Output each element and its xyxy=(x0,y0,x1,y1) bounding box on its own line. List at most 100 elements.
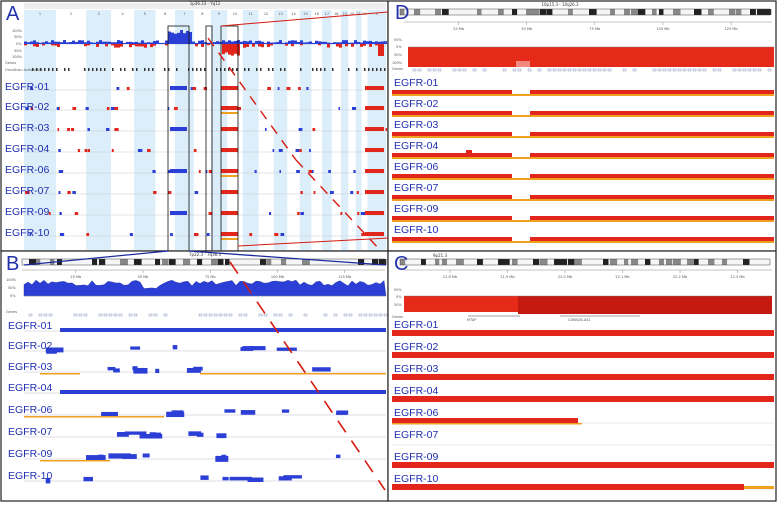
loss-bar xyxy=(369,44,372,47)
centromere-gap xyxy=(512,237,530,241)
gain-segment xyxy=(97,454,104,460)
gain-bar xyxy=(216,41,219,44)
cnv-segment xyxy=(272,149,275,152)
gain-bar xyxy=(348,42,351,44)
loss-bar xyxy=(201,44,204,47)
loss-bar xyxy=(270,44,273,46)
panel-b-ideogram-band xyxy=(99,259,106,265)
panel-d-label-egfr-06: EGFR-06 xyxy=(394,161,439,173)
gain-bar xyxy=(36,42,39,44)
panel-a-scale-50-bottom: 50% xyxy=(14,49,22,53)
loh-segment xyxy=(221,175,238,177)
gene-box xyxy=(712,68,717,72)
gene-mark xyxy=(320,68,322,71)
gene-mark xyxy=(40,68,42,71)
panel-c-label-egfr-07: EGFR-07 xyxy=(394,429,439,441)
cnv-segment xyxy=(30,107,33,110)
panel-a-label-egfr-09: EGFR-09 xyxy=(5,206,50,218)
chr7-gain xyxy=(170,211,187,215)
gene-mark xyxy=(112,68,114,71)
panel-d-ruler-tick-label: 50 Mb xyxy=(521,27,533,31)
chromosome-number-14: 14 xyxy=(291,12,296,16)
chromosome-band-5 xyxy=(134,10,156,250)
panel-c-gene-mtap: MTAP xyxy=(467,318,476,322)
gain-bar xyxy=(183,33,186,44)
panel-a-label-egfr-03: EGFR-03 xyxy=(5,122,50,134)
centromere-gap xyxy=(512,111,530,115)
gain-bar xyxy=(288,40,291,44)
gene-mark xyxy=(376,68,378,71)
cnv-segment xyxy=(205,170,208,173)
loss-bar xyxy=(141,44,144,47)
gain-bar xyxy=(153,41,156,44)
gene-box xyxy=(662,68,667,72)
gene-mark xyxy=(380,68,382,71)
panel-d-ideogram-band xyxy=(547,9,553,15)
cnv-segment xyxy=(360,212,366,215)
gain-segment xyxy=(108,453,131,459)
gain-bar xyxy=(219,41,222,44)
chr10-loss xyxy=(221,127,238,131)
gene-mark xyxy=(284,68,286,71)
chrx-loss xyxy=(365,190,384,194)
gain-bar xyxy=(231,41,234,44)
loh-segment xyxy=(40,460,110,462)
panel-c-ideogram-band xyxy=(568,259,575,265)
panel-d-ideogram-band xyxy=(442,9,449,15)
cnv-segment xyxy=(56,107,59,110)
gain-bar xyxy=(150,42,153,44)
cnv-segment xyxy=(353,170,356,173)
panel-c-label-egfr-02: EGFR-02 xyxy=(394,341,439,353)
sample-loh-track xyxy=(392,220,774,222)
cnv-segment xyxy=(357,212,360,215)
loh-segment xyxy=(40,373,80,375)
panel-b-sample-labels: EGFR-01 EGFR-02 EGFR-03 EGFR-04 EGFR-06 EGFR-… xyxy=(8,320,53,482)
cnv-segment xyxy=(59,233,65,236)
centromere-gap xyxy=(512,195,530,199)
cnv-segment xyxy=(110,107,115,110)
panel-b-scale-50: 50% xyxy=(8,286,16,290)
cnv-segment xyxy=(328,170,331,173)
gain-bar xyxy=(39,42,42,44)
panel-d-ideogram-band xyxy=(540,9,547,15)
loss-bar xyxy=(87,44,90,46)
chr7-gain xyxy=(170,169,187,173)
chromosome-band-15 xyxy=(299,10,312,250)
gain-segment xyxy=(247,477,264,482)
gene-box xyxy=(562,68,567,72)
chr10-loss xyxy=(221,169,238,173)
panel-c-ideogram-band xyxy=(442,259,448,265)
loss-bar xyxy=(243,44,246,48)
cnv-segment xyxy=(297,212,300,215)
loss-bar xyxy=(138,44,141,47)
chromosome-band-1 xyxy=(24,10,56,250)
cnv-segment xyxy=(48,212,51,215)
chr10-loss xyxy=(221,106,238,110)
panel-d-gene-track xyxy=(412,68,772,72)
gene-mark xyxy=(300,68,302,71)
gene-box xyxy=(512,68,517,72)
panel-d-sample-labels: EGFR-01 EGFR-02 EGFR-03 EGFR-04 EGFR-06 EGFR-… xyxy=(394,77,439,236)
cnv-segment xyxy=(280,233,285,236)
gene-box xyxy=(552,68,557,72)
cnv-segment xyxy=(277,87,280,90)
panel-a-label-egfr-06: EGFR-06 xyxy=(5,164,50,176)
loss-bar xyxy=(195,44,198,47)
cnv-segment xyxy=(25,107,29,110)
cnv-segment xyxy=(269,212,272,215)
gain-bar xyxy=(207,42,210,44)
gene-box xyxy=(148,313,153,317)
panel-c-label-egfr-09: EGFR-09 xyxy=(394,451,439,463)
gene-box xyxy=(98,313,103,317)
gain-bar xyxy=(279,40,282,44)
panel-d-scale-50-bottom: 50% xyxy=(394,53,402,57)
panel-d-ideogram-band xyxy=(729,9,736,15)
gene-mark xyxy=(104,68,106,71)
gain-bar xyxy=(84,42,87,44)
panel-b-ideogram-band xyxy=(211,259,219,265)
gene-box xyxy=(682,68,687,72)
panel-b-ideogram-band xyxy=(134,259,142,265)
gene-box xyxy=(73,313,78,317)
gene-box xyxy=(198,313,203,317)
panel-b-ideogram-band xyxy=(120,259,128,265)
